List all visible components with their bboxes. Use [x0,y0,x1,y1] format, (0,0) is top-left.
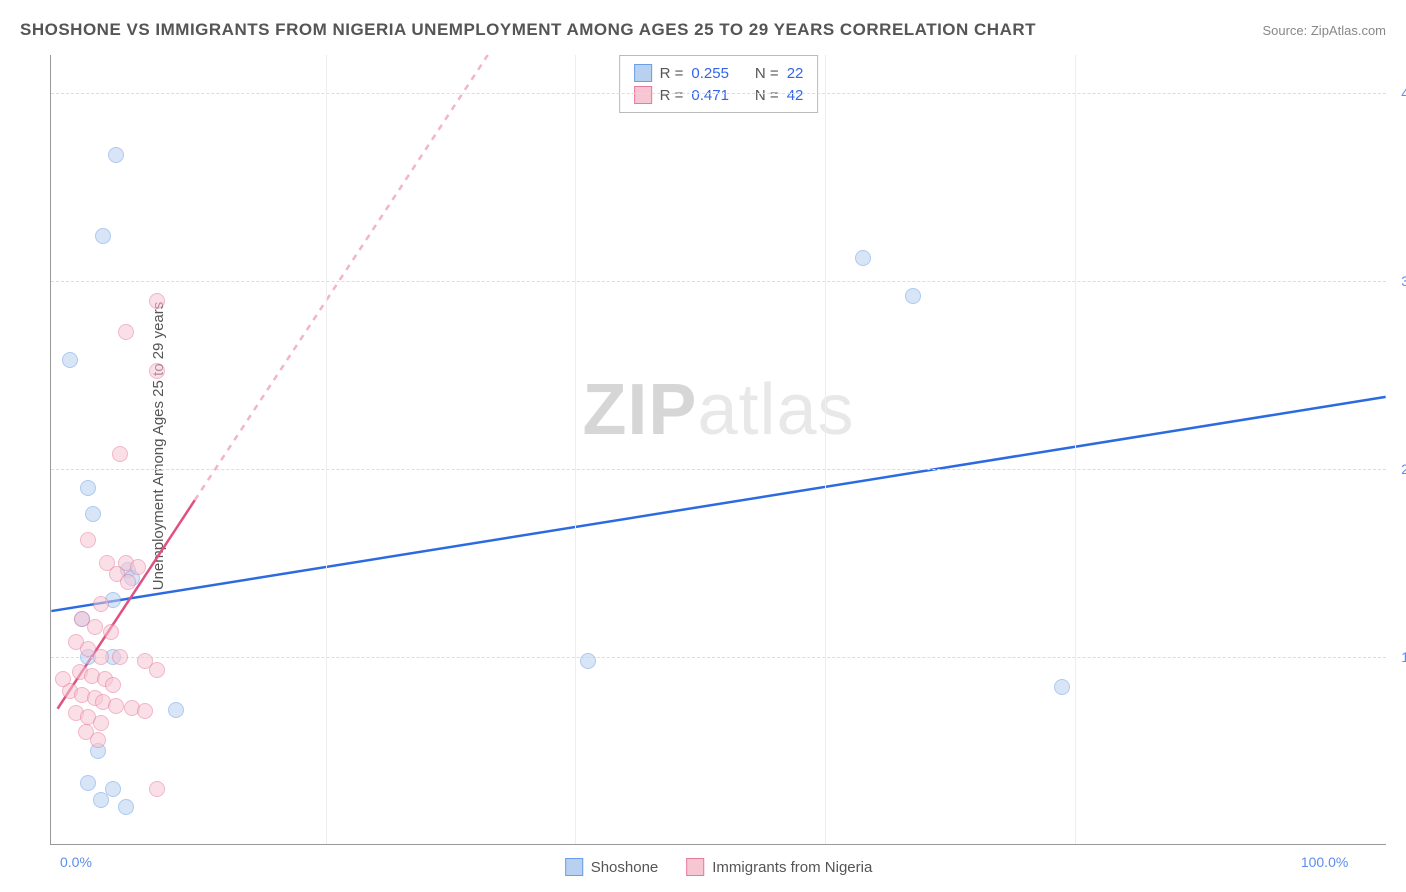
chart-container: SHOSHONE VS IMMIGRANTS FROM NIGERIA UNEM… [0,0,1406,892]
x-tick: 0.0% [60,854,92,870]
legend-swatch-nigeria [686,858,704,876]
data-point-nigeria [149,363,165,379]
data-point-shoshone [95,228,111,244]
r-value-nigeria: 0.471 [691,87,729,104]
data-point-shoshone [62,352,78,368]
plot-area: ZIPatlas R = 0.255 N = 22 R = 0.471 N = … [50,55,1386,845]
data-point-nigeria [87,619,103,635]
data-point-nigeria [120,574,136,590]
r-label: R = [660,87,684,104]
n-label: N = [755,87,779,104]
n-value-nigeria: 42 [787,87,804,104]
legend-item-nigeria: Immigrants from Nigeria [686,858,872,876]
gridline-v [575,55,576,844]
data-point-nigeria [93,715,109,731]
data-point-nigeria [149,781,165,797]
data-point-nigeria [55,671,71,687]
source-label: Source: ZipAtlas.com [1262,23,1386,38]
data-point-shoshone [93,792,109,808]
watermark: ZIPatlas [582,369,854,451]
data-point-shoshone [80,775,96,791]
data-point-shoshone [80,480,96,496]
x-tick: 100.0% [1301,854,1348,870]
gridline-v [326,55,327,844]
title-bar: SHOSHONE VS IMMIGRANTS FROM NIGERIA UNEM… [20,20,1386,40]
data-point-nigeria [130,559,146,575]
gridline-v [1075,55,1076,844]
gridline-v [825,55,826,844]
data-point-nigeria [103,624,119,640]
data-point-nigeria [112,649,128,665]
data-point-nigeria [149,293,165,309]
n-label: N = [755,65,779,82]
legend-label-nigeria: Immigrants from Nigeria [712,859,872,876]
watermark-z: ZIP [582,370,697,450]
data-point-nigeria [80,532,96,548]
stats-row-nigeria: R = 0.471 N = 42 [634,84,804,106]
legend-item-shoshone: Shoshone [565,858,659,876]
legend-swatch-shoshone [565,858,583,876]
data-point-nigeria [149,662,165,678]
r-value-shoshone: 0.255 [691,65,729,82]
data-point-shoshone [105,781,121,797]
y-tick: 20.0% [1391,461,1406,477]
data-point-nigeria [118,324,134,340]
gridline-h [51,93,1386,94]
data-point-nigeria [108,698,124,714]
data-point-shoshone [580,653,596,669]
data-point-shoshone [1054,679,1070,695]
data-point-shoshone [118,799,134,815]
data-point-shoshone [855,250,871,266]
watermark-rest: atlas [697,370,854,450]
gridline-h [51,281,1386,282]
data-point-shoshone [85,506,101,522]
data-point-shoshone [168,702,184,718]
stats-legend: R = 0.255 N = 22 R = 0.471 N = 42 [619,55,819,113]
n-value-shoshone: 22 [787,65,804,82]
trend-lines-svg [51,55,1386,844]
swatch-shoshone [634,64,652,82]
data-point-shoshone [108,147,124,163]
data-point-nigeria [137,703,153,719]
y-tick: 40.0% [1391,85,1406,101]
gridline-h [51,657,1386,658]
data-point-nigeria [93,596,109,612]
data-point-nigeria [93,649,109,665]
r-label: R = [660,65,684,82]
series-legend: Shoshone Immigrants from Nigeria [565,858,873,876]
y-tick: 10.0% [1391,649,1406,665]
chart-title: SHOSHONE VS IMMIGRANTS FROM NIGERIA UNEM… [20,20,1036,40]
data-point-nigeria [90,732,106,748]
stats-row-shoshone: R = 0.255 N = 22 [634,62,804,84]
legend-label-shoshone: Shoshone [591,859,659,876]
swatch-nigeria [634,86,652,104]
data-point-shoshone [905,288,921,304]
data-point-nigeria [112,446,128,462]
y-tick: 30.0% [1391,273,1406,289]
data-point-nigeria [105,677,121,693]
gridline-h [51,469,1386,470]
